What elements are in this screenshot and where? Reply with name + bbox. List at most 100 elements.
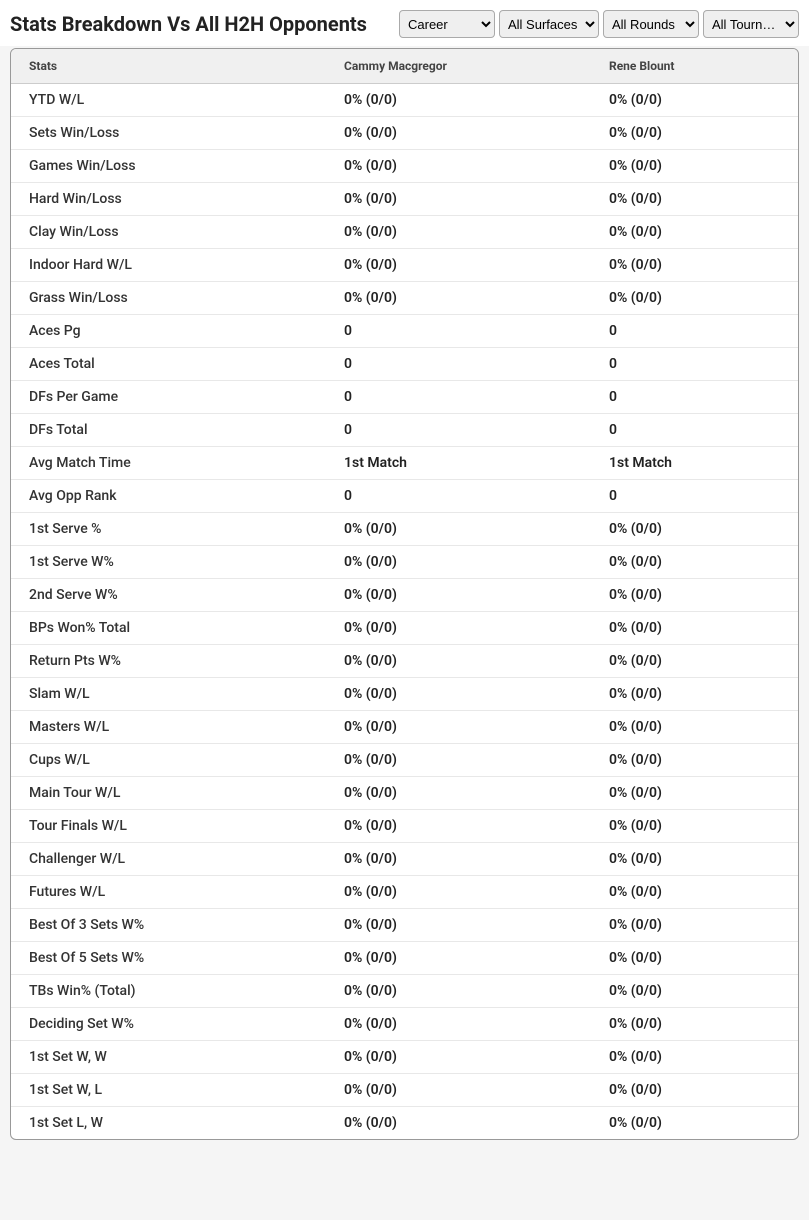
player1-value: 0% (0/0) <box>326 711 591 744</box>
player2-value: 0% (0/0) <box>591 810 798 843</box>
table-row: Slam W/L0% (0/0)0% (0/0) <box>11 678 798 711</box>
player1-value: 0% (0/0) <box>326 84 591 117</box>
stat-label: 1st Serve % <box>11 513 326 546</box>
stat-label: Futures W/L <box>11 876 326 909</box>
player2-value: 0% (0/0) <box>591 84 798 117</box>
stat-label: Clay Win/Loss <box>11 216 326 249</box>
stat-label: Grass Win/Loss <box>11 282 326 315</box>
table-row: Masters W/L0% (0/0)0% (0/0) <box>11 711 798 744</box>
table-row: Games Win/Loss0% (0/0)0% (0/0) <box>11 150 798 183</box>
player2-value: 0 <box>591 315 798 348</box>
player2-value: 0% (0/0) <box>591 1041 798 1074</box>
career-select[interactable]: Career <box>399 10 495 38</box>
player2-value: 0% (0/0) <box>591 843 798 876</box>
tournament-select[interactable]: All Tourn… <box>703 10 799 38</box>
player1-value: 0% (0/0) <box>326 216 591 249</box>
stat-label: BPs Won% Total <box>11 612 326 645</box>
table-row: YTD W/L0% (0/0)0% (0/0) <box>11 84 798 117</box>
page-title: Stats Breakdown Vs All H2H Opponents <box>10 12 367 36</box>
player2-value: 0 <box>591 381 798 414</box>
player2-value: 0% (0/0) <box>591 513 798 546</box>
player1-value: 0% (0/0) <box>326 183 591 216</box>
player2-value: 0% (0/0) <box>591 645 798 678</box>
player1-value: 0% (0/0) <box>326 1041 591 1074</box>
player1-value: 0% (0/0) <box>326 975 591 1008</box>
stat-label: 1st Set L, W <box>11 1107 326 1140</box>
player2-value: 0% (0/0) <box>591 1008 798 1041</box>
player1-value: 0 <box>326 381 591 414</box>
table-row: Clay Win/Loss0% (0/0)0% (0/0) <box>11 216 798 249</box>
stat-label: Hard Win/Loss <box>11 183 326 216</box>
player1-value: 0% (0/0) <box>326 150 591 183</box>
surface-select[interactable]: All Surfaces <box>499 10 599 38</box>
player2-value: 0 <box>591 480 798 513</box>
player1-value: 0 <box>326 480 591 513</box>
filter-bar: Career All Surfaces All Rounds All Tourn… <box>399 10 799 38</box>
player1-value: 0% (0/0) <box>326 117 591 150</box>
table-row: Main Tour W/L0% (0/0)0% (0/0) <box>11 777 798 810</box>
table-row: Futures W/L0% (0/0)0% (0/0) <box>11 876 798 909</box>
col-header-player1: Cammy Macgregor <box>326 49 591 84</box>
player1-value: 0% (0/0) <box>326 1107 591 1140</box>
player1-value: 1st Match <box>326 447 591 480</box>
stat-label: Cups W/L <box>11 744 326 777</box>
player2-value: 0% (0/0) <box>591 1107 798 1140</box>
table-row: Indoor Hard W/L0% (0/0)0% (0/0) <box>11 249 798 282</box>
table-row: Tour Finals W/L0% (0/0)0% (0/0) <box>11 810 798 843</box>
player1-value: 0% (0/0) <box>326 843 591 876</box>
player2-value: 0 <box>591 414 798 447</box>
player1-value: 0 <box>326 315 591 348</box>
table-row: Challenger W/L0% (0/0)0% (0/0) <box>11 843 798 876</box>
stats-table-wrapper: Stats Cammy Macgregor Rene Blount YTD W/… <box>10 48 799 1140</box>
stat-label: Sets Win/Loss <box>11 117 326 150</box>
player2-value: 0% (0/0) <box>591 942 798 975</box>
player2-value: 1st Match <box>591 447 798 480</box>
table-row: Best Of 3 Sets W%0% (0/0)0% (0/0) <box>11 909 798 942</box>
table-row: 1st Serve W%0% (0/0)0% (0/0) <box>11 546 798 579</box>
player2-value: 0% (0/0) <box>591 876 798 909</box>
player2-value: 0% (0/0) <box>591 216 798 249</box>
table-row: Sets Win/Loss0% (0/0)0% (0/0) <box>11 117 798 150</box>
player1-value: 0% (0/0) <box>326 744 591 777</box>
stat-label: Main Tour W/L <box>11 777 326 810</box>
player1-value: 0% (0/0) <box>326 579 591 612</box>
player1-value: 0 <box>326 414 591 447</box>
round-select[interactable]: All Rounds <box>603 10 699 38</box>
table-row: TBs Win% (Total)0% (0/0)0% (0/0) <box>11 975 798 1008</box>
stat-label: Indoor Hard W/L <box>11 249 326 282</box>
player1-value: 0% (0/0) <box>326 678 591 711</box>
table-row: Return Pts W%0% (0/0)0% (0/0) <box>11 645 798 678</box>
stat-label: Avg Match Time <box>11 447 326 480</box>
col-header-stats: Stats <box>11 49 326 84</box>
player1-value: 0% (0/0) <box>326 513 591 546</box>
table-row: Deciding Set W%0% (0/0)0% (0/0) <box>11 1008 798 1041</box>
player2-value: 0% (0/0) <box>591 711 798 744</box>
table-row: DFs Per Game00 <box>11 381 798 414</box>
stat-label: Best Of 5 Sets W% <box>11 942 326 975</box>
player2-value: 0% (0/0) <box>591 678 798 711</box>
player1-value: 0% (0/0) <box>326 249 591 282</box>
player2-value: 0% (0/0) <box>591 249 798 282</box>
table-row: Avg Opp Rank00 <box>11 480 798 513</box>
col-header-player2: Rene Blount <box>591 49 798 84</box>
stat-label: Slam W/L <box>11 678 326 711</box>
table-row: 1st Set W, W0% (0/0)0% (0/0) <box>11 1041 798 1074</box>
player2-value: 0% (0/0) <box>591 744 798 777</box>
page-header: Stats Breakdown Vs All H2H Opponents Car… <box>0 0 809 46</box>
table-row: Best Of 5 Sets W%0% (0/0)0% (0/0) <box>11 942 798 975</box>
player1-value: 0% (0/0) <box>326 942 591 975</box>
player2-value: 0% (0/0) <box>591 612 798 645</box>
player1-value: 0% (0/0) <box>326 777 591 810</box>
stat-label: Avg Opp Rank <box>11 480 326 513</box>
table-row: 2nd Serve W%0% (0/0)0% (0/0) <box>11 579 798 612</box>
player2-value: 0% (0/0) <box>591 183 798 216</box>
table-row: DFs Total00 <box>11 414 798 447</box>
stat-label: 1st Serve W% <box>11 546 326 579</box>
table-row: BPs Won% Total0% (0/0)0% (0/0) <box>11 612 798 645</box>
table-row: Cups W/L0% (0/0)0% (0/0) <box>11 744 798 777</box>
stat-label: Best Of 3 Sets W% <box>11 909 326 942</box>
player2-value: 0% (0/0) <box>591 117 798 150</box>
player1-value: 0 <box>326 348 591 381</box>
player1-value: 0% (0/0) <box>326 810 591 843</box>
table-row: 1st Set W, L0% (0/0)0% (0/0) <box>11 1074 798 1107</box>
